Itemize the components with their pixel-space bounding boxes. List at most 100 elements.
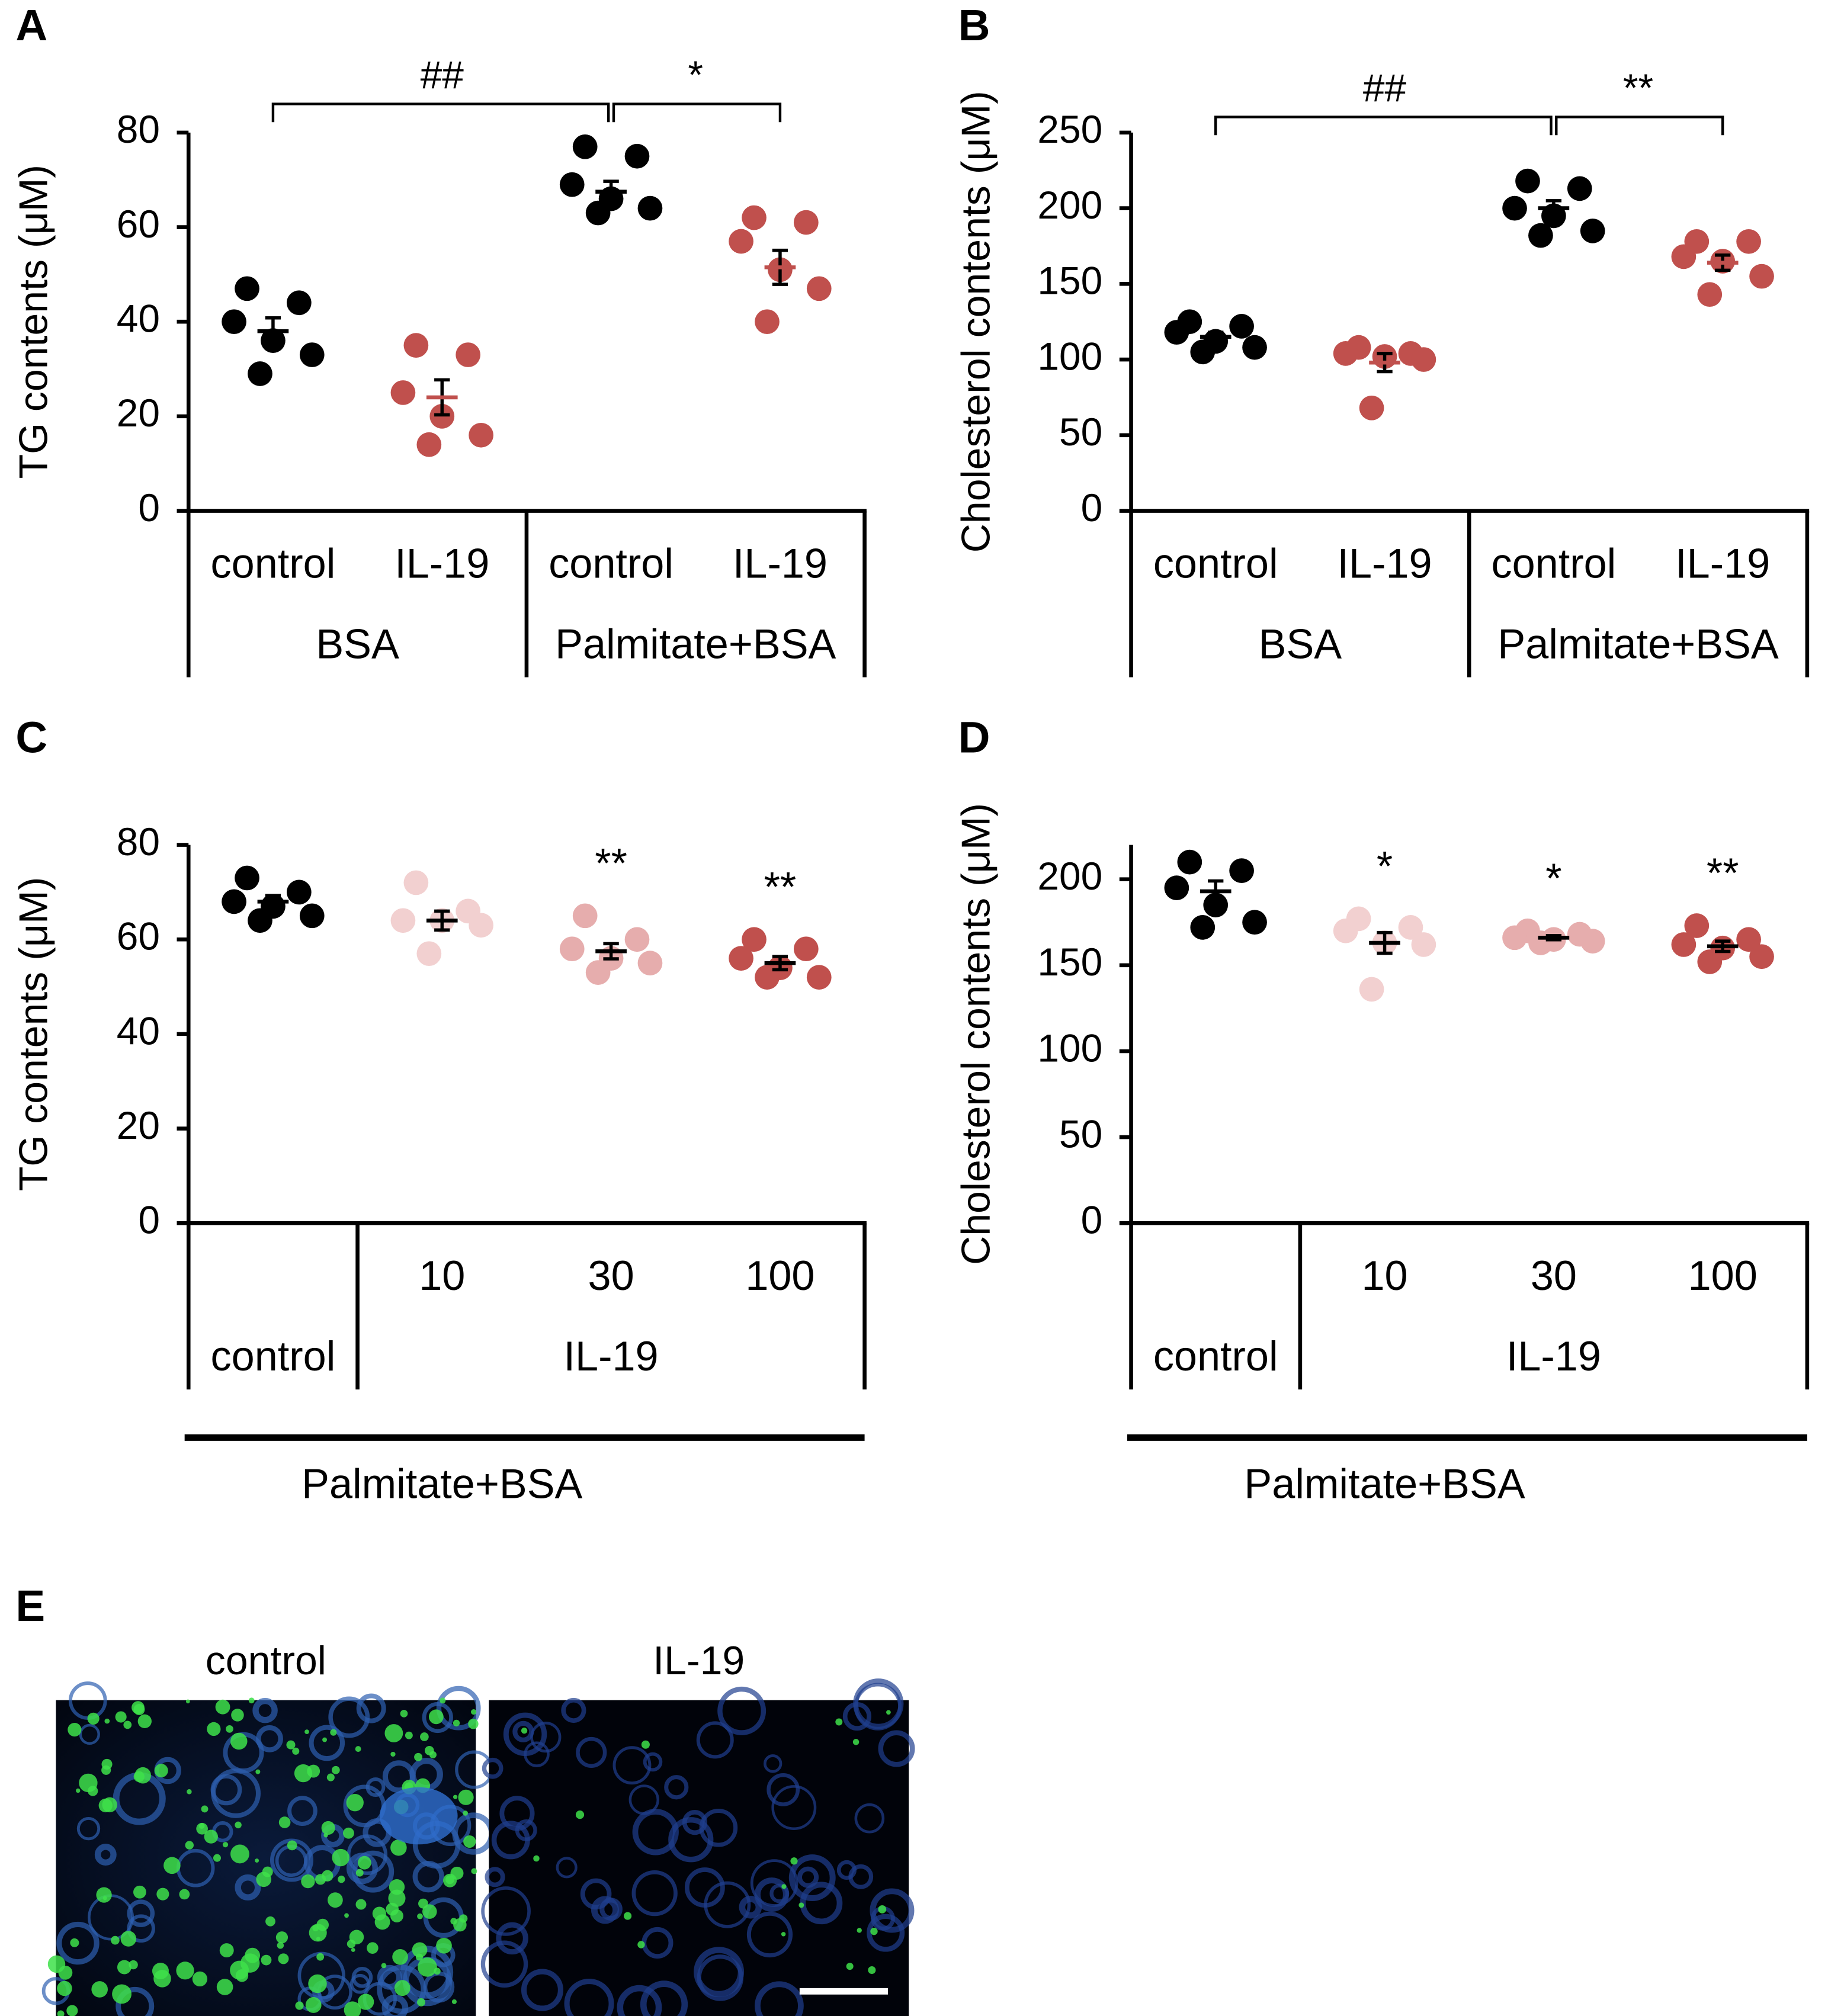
lipid-droplet xyxy=(222,1842,229,1848)
cell xyxy=(210,1774,242,1806)
lipid-droplet xyxy=(215,1699,230,1715)
cell xyxy=(499,1796,535,1831)
y-tick-label: 0 xyxy=(138,1198,160,1242)
lipid-droplet xyxy=(344,2001,361,2016)
group-label: Palmitate+BSA xyxy=(555,621,836,667)
data-point xyxy=(248,361,272,386)
data-point xyxy=(624,143,650,169)
cell xyxy=(797,1866,819,1888)
lipid-droplet xyxy=(230,1844,249,1864)
lipid-droplet xyxy=(355,1899,367,1910)
data-point xyxy=(806,965,832,990)
lipid-droplet xyxy=(111,1935,120,1945)
category-label: 100 xyxy=(745,1252,814,1299)
cell xyxy=(580,1878,612,1910)
y-tick-label: 20 xyxy=(117,391,160,435)
panel-label: C xyxy=(15,712,47,762)
cell xyxy=(750,1859,798,1907)
cell xyxy=(76,1816,101,1841)
lipid-droplet xyxy=(123,1720,132,1729)
lipid-droplet xyxy=(226,1725,233,1733)
lipid-droplet xyxy=(451,1999,457,2004)
lipid-droplet xyxy=(367,1942,379,1954)
group-label: Palmitate+BSA xyxy=(1497,621,1778,667)
lipid-droplet xyxy=(343,1827,354,1839)
data-point xyxy=(1190,915,1216,940)
data-point xyxy=(1749,264,1774,289)
lipid-droplet xyxy=(117,1960,132,1975)
lipid-droplet xyxy=(255,1769,261,1774)
y-tick-label: 80 xyxy=(117,820,160,863)
data-point xyxy=(390,380,416,405)
cell xyxy=(696,1721,734,1759)
lipid-droplet xyxy=(381,1963,387,1969)
lipid-droplet xyxy=(458,1789,474,1805)
cell xyxy=(512,1720,534,1742)
category-label: 30 xyxy=(588,1252,634,1299)
data-point xyxy=(742,205,767,230)
lipid-droplet xyxy=(405,1731,413,1739)
lipid-droplet xyxy=(154,1764,168,1778)
data-point xyxy=(1359,977,1384,1002)
category-label: control xyxy=(1491,540,1616,586)
lipid-droplet xyxy=(623,1912,632,1920)
cell xyxy=(235,1874,261,1901)
lipid-droplet xyxy=(321,1821,335,1835)
data-point xyxy=(1684,913,1710,938)
data-point xyxy=(235,276,259,301)
lipid-droplet xyxy=(417,1913,423,1919)
data-point xyxy=(1671,932,1696,957)
lipid-droplet xyxy=(58,1965,73,1980)
data-point xyxy=(1736,229,1761,254)
lipid-droplet xyxy=(357,1856,371,1870)
group-label: BSA xyxy=(1259,621,1342,667)
data-point xyxy=(1333,918,1358,943)
y-tick-label: 150 xyxy=(1037,940,1102,984)
cell xyxy=(356,1693,386,1723)
lipid-droplet xyxy=(575,1810,585,1819)
lipid-droplet xyxy=(230,1732,248,1750)
y-tick-label: 40 xyxy=(117,297,160,341)
data-point xyxy=(755,309,780,335)
lipid-droplet xyxy=(868,1966,876,1975)
cell xyxy=(764,1754,782,1773)
data-point xyxy=(1242,910,1267,935)
lipid-droplet xyxy=(115,1711,127,1723)
y-tick-label: 200 xyxy=(1037,854,1102,898)
lipid-droplet xyxy=(57,2010,65,2016)
lipid-droplet xyxy=(133,1885,146,1899)
lipid-droplet xyxy=(156,1887,169,1901)
lipid-droplet xyxy=(420,1732,429,1741)
lipid-droplet xyxy=(219,1943,234,1958)
data-point xyxy=(637,195,663,221)
data-point xyxy=(572,903,598,929)
y-axis-label: TG contents (μM) xyxy=(11,877,56,1191)
data-point xyxy=(1528,223,1553,248)
category-label: 10 xyxy=(419,1252,465,1299)
data-point xyxy=(1242,335,1267,360)
lipid-droplet xyxy=(414,1752,423,1761)
cell xyxy=(632,1809,679,1856)
cell xyxy=(591,1896,619,1924)
lipid-droplet xyxy=(394,1980,411,1996)
lipid-droplet xyxy=(349,1930,364,1945)
footer-label: Palmitate+BSA xyxy=(1244,1460,1525,1507)
y-tick-label: 50 xyxy=(1059,1112,1102,1155)
cell xyxy=(56,1921,100,1965)
cell xyxy=(564,1979,614,2016)
data-point xyxy=(1515,168,1540,194)
panel-label: B xyxy=(958,0,990,50)
lipid-droplet xyxy=(790,1857,798,1865)
cell xyxy=(767,1773,800,1806)
lipid-droplet xyxy=(153,1970,171,1988)
lipid-droplet xyxy=(204,1829,218,1844)
lipid-droplet xyxy=(275,1931,288,1944)
lipid-droplet xyxy=(434,1967,441,1975)
lipid-droplet xyxy=(68,1722,82,1737)
data-point xyxy=(572,134,598,159)
lipid-droplet xyxy=(331,1765,340,1774)
y-tick-label: 0 xyxy=(138,486,160,529)
lipid-droplet xyxy=(198,1823,205,1829)
lipid-droplet xyxy=(637,1941,645,1948)
category-label: IL-19 xyxy=(1675,540,1770,586)
